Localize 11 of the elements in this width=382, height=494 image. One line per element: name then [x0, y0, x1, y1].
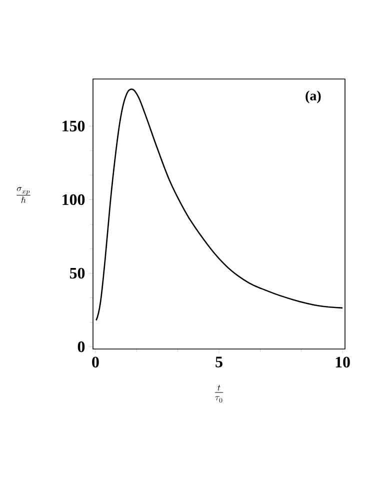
x-axis-title: $\frac{t}{\tau_0}$ — [214, 384, 224, 403]
x-tick-label: 5 — [216, 356, 222, 368]
y-tick-label: 50 — [70, 268, 85, 279]
y-tick-label: 0 — [78, 341, 85, 352]
x-tick-label: 0 — [92, 356, 99, 368]
y-axis-title: $\frac{\sigma_{xp}}{\hbar}$ — [16, 187, 30, 204]
x-tick-label: 10 — [336, 356, 350, 368]
line-series — [96, 88, 344, 321]
y-tick-label: 150 — [62, 120, 85, 132]
y-tick-label: 100 — [62, 194, 85, 206]
annotation: (a) — [306, 90, 321, 104]
